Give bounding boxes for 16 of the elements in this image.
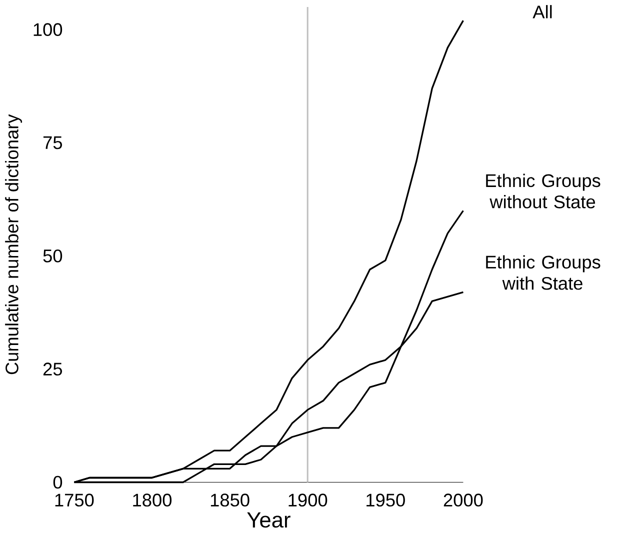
x-tick-label: 1750 — [55, 494, 94, 507]
x-tick-label: 1900 — [288, 494, 328, 507]
x-axis-title: Year — [247, 512, 290, 528]
y-tick-label: 0 — [53, 476, 62, 489]
y-tick-label: 50 — [43, 250, 62, 262]
series-label: Ethnic Groups with State — [486, 255, 600, 290]
y-tick-label: 100 — [34, 23, 62, 36]
x-tick-label: 1850 — [210, 494, 250, 507]
x-tick-label: 2000 — [444, 494, 483, 507]
y-tick-label: 25 — [43, 362, 62, 376]
y-axis-title: Cumulative number of dictionary — [5, 114, 22, 374]
x-tick-label: 1950 — [366, 494, 405, 507]
x-tick-label: 1800 — [133, 494, 172, 507]
series-label: Ethnic Groups without State — [486, 174, 600, 208]
y-tick-label: 75 — [43, 136, 62, 150]
text: All — [532, 5, 552, 18]
